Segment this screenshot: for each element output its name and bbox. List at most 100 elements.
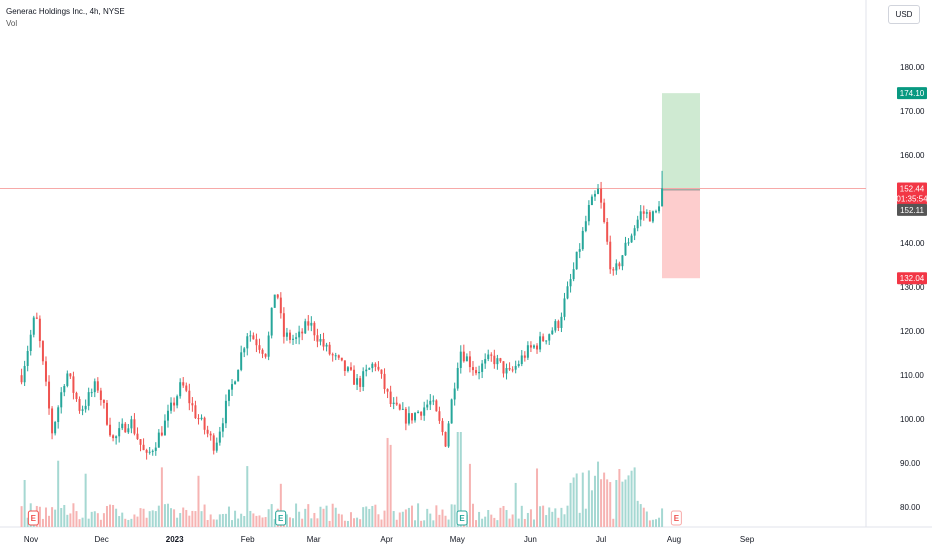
- candle-body: [264, 353, 267, 357]
- volume-bar: [234, 510, 237, 527]
- candle-body: [627, 242, 630, 244]
- volume-bar: [48, 515, 51, 527]
- volume-bar: [505, 510, 508, 527]
- earnings-marker-icon: [456, 510, 468, 526]
- volume-bar: [340, 514, 343, 527]
- candle-body: [188, 390, 191, 404]
- y-tick-label: 120.00: [900, 327, 925, 336]
- volume-bar: [112, 504, 115, 527]
- volume-bar: [642, 507, 645, 527]
- x-tick-label: Feb: [241, 535, 255, 544]
- volume-bar: [160, 467, 163, 527]
- volume-bar: [304, 508, 307, 527]
- volume-bar: [429, 513, 432, 527]
- volume-bar: [487, 509, 490, 527]
- candle-body: [163, 420, 166, 436]
- volume-bar: [356, 517, 359, 527]
- volume-bar: [496, 520, 499, 527]
- candle-body: [377, 366, 380, 370]
- candle-body: [401, 408, 404, 410]
- x-tick-label: Nov: [24, 535, 38, 544]
- x-tick-label: May: [450, 535, 465, 544]
- volume-bar: [661, 508, 664, 527]
- candle-body: [102, 400, 105, 403]
- candle-body: [429, 400, 432, 405]
- candle-body: [432, 400, 435, 402]
- candle-body: [337, 355, 340, 358]
- volume-bar: [334, 507, 337, 527]
- volume-bar: [548, 507, 551, 527]
- candle-body: [551, 330, 554, 335]
- candle-body: [258, 345, 261, 350]
- candle-body: [200, 417, 203, 420]
- volume-bar: [75, 511, 78, 527]
- volume-bar: [536, 468, 539, 527]
- volume-bar: [444, 515, 447, 527]
- volume-bar: [481, 518, 484, 527]
- candle-body: [307, 321, 310, 326]
- candle-body: [310, 322, 313, 326]
- volume-bar: [539, 506, 542, 527]
- candle-body: [600, 188, 603, 203]
- candle-body: [145, 450, 148, 453]
- volume-bar: [133, 514, 136, 527]
- candle-body: [383, 373, 386, 390]
- y-tick-label: 90.00: [900, 459, 921, 468]
- volume-bar: [520, 505, 523, 527]
- volume-bar: [163, 504, 166, 527]
- volume-bar: [493, 517, 496, 527]
- volume-bar: [398, 512, 401, 527]
- volume-bar: [81, 517, 84, 527]
- candle-body: [215, 442, 218, 451]
- volume-bar: [499, 507, 502, 527]
- last-price-badge: [897, 182, 927, 205]
- volume-bar: [264, 517, 267, 527]
- target-zone: [662, 93, 700, 190]
- y-tick-label: 80.00: [900, 503, 921, 512]
- candle-body: [343, 360, 346, 372]
- volume-bar: [490, 514, 493, 527]
- candle-body: [441, 420, 444, 432]
- candle-body: [279, 297, 282, 314]
- candle-body: [221, 423, 224, 432]
- volume-bar: [435, 505, 438, 527]
- earnings-marker-icon: [275, 510, 287, 526]
- candle-body: [118, 428, 121, 437]
- candle-body: [478, 371, 481, 374]
- candle-body: [426, 404, 429, 408]
- volume-bar: [313, 512, 316, 527]
- candle-body: [90, 392, 93, 394]
- currency-button[interactable]: USD: [888, 5, 920, 24]
- candle-body: [654, 211, 657, 213]
- volume-bar: [203, 504, 206, 527]
- candle-body: [48, 381, 51, 409]
- candle-body: [267, 335, 270, 357]
- volume-bar: [648, 520, 651, 527]
- x-tick-label: Jun: [524, 535, 537, 544]
- x-tick-label: Mar: [307, 535, 321, 544]
- volume-bar: [200, 511, 203, 527]
- candle-body: [66, 373, 69, 386]
- candle-body: [319, 338, 322, 342]
- candle-body: [542, 336, 545, 342]
- volume-bar: [261, 517, 264, 527]
- candle-body: [249, 335, 252, 337]
- volume-bar: [441, 509, 444, 527]
- volume-bar: [258, 515, 261, 527]
- volume-bar: [322, 508, 325, 527]
- candle-body: [621, 255, 624, 267]
- volume-bar: [581, 472, 584, 527]
- volume-bar: [417, 503, 420, 527]
- candle-body: [624, 242, 627, 256]
- volume-bar: [105, 506, 108, 527]
- candle-body: [273, 294, 276, 308]
- volume-bar: [221, 513, 224, 527]
- candle-body: [44, 361, 47, 382]
- candle-body: [481, 363, 484, 372]
- candle-body: [371, 363, 374, 369]
- candle-body: [261, 349, 264, 354]
- candle-body: [185, 385, 188, 391]
- candle-body: [304, 321, 307, 334]
- volume-bar: [57, 460, 60, 527]
